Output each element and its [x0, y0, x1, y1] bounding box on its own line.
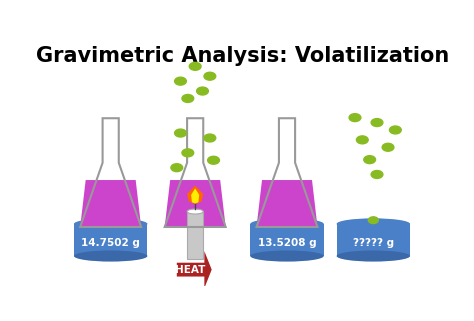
Polygon shape — [164, 180, 226, 227]
Circle shape — [349, 114, 361, 122]
Bar — [74, 224, 147, 256]
Circle shape — [204, 72, 216, 80]
Circle shape — [390, 126, 401, 134]
Circle shape — [171, 164, 182, 172]
Text: Gravimetric Analysis: Volatilization: Gravimetric Analysis: Volatilization — [36, 46, 449, 66]
Circle shape — [182, 149, 194, 157]
Ellipse shape — [74, 250, 147, 262]
Circle shape — [382, 143, 394, 151]
Bar — [250, 224, 324, 256]
Ellipse shape — [337, 250, 410, 262]
Circle shape — [189, 62, 201, 70]
Text: ????? g: ????? g — [353, 238, 394, 247]
Text: 14.7502 g: 14.7502 g — [81, 238, 140, 247]
Circle shape — [174, 77, 186, 85]
Text: HEAT: HEAT — [175, 265, 206, 275]
Circle shape — [204, 134, 216, 142]
Ellipse shape — [74, 218, 147, 230]
Circle shape — [208, 156, 219, 164]
Circle shape — [356, 136, 368, 144]
Circle shape — [174, 129, 186, 137]
Circle shape — [371, 170, 383, 178]
Polygon shape — [80, 180, 141, 227]
Ellipse shape — [250, 250, 324, 262]
Text: 13.5208 g: 13.5208 g — [258, 238, 316, 247]
Polygon shape — [256, 180, 318, 227]
Bar — [337, 224, 410, 256]
Polygon shape — [187, 186, 203, 204]
Circle shape — [368, 217, 378, 223]
Ellipse shape — [187, 209, 203, 214]
Circle shape — [197, 87, 209, 95]
Polygon shape — [177, 251, 212, 288]
Circle shape — [364, 156, 375, 164]
Ellipse shape — [337, 218, 410, 230]
Polygon shape — [191, 188, 199, 204]
Circle shape — [371, 118, 383, 126]
Circle shape — [182, 94, 194, 102]
Ellipse shape — [250, 218, 324, 230]
Bar — [187, 212, 203, 258]
